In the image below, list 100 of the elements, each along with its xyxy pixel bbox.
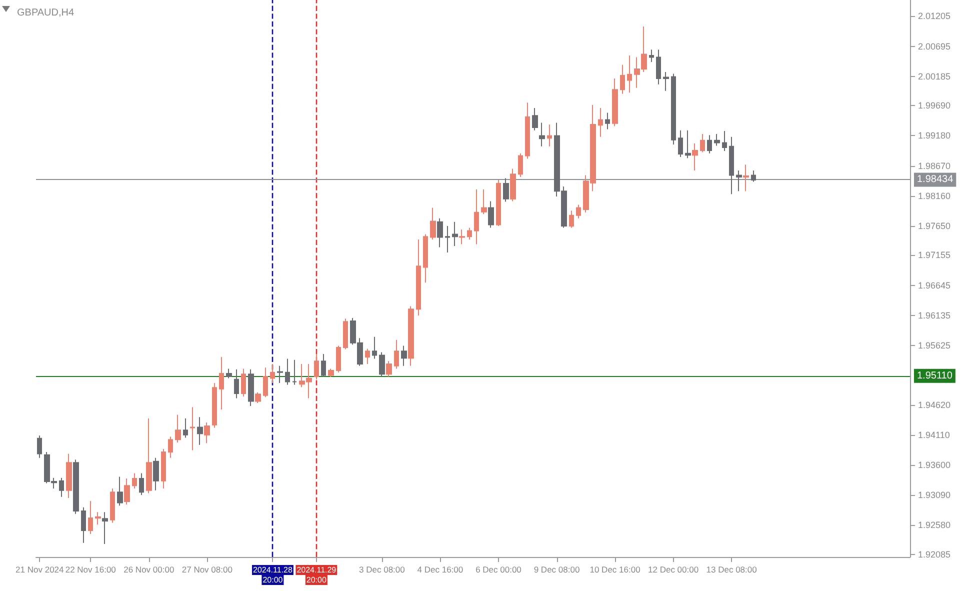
candlestick (401, 345, 407, 366)
ref-line-label: 1.95110 (917, 370, 953, 382)
candlestick (408, 306, 414, 366)
x-tick-label: 2024.11.28 20:00 (252, 566, 293, 584)
candlestick (197, 416, 203, 446)
candlestick (321, 354, 326, 378)
ref-line-label: 1.98434 (917, 174, 954, 186)
candlestick (714, 133, 720, 146)
candlestick (547, 124, 552, 147)
candlestick (386, 360, 392, 377)
candlestick (605, 112, 610, 130)
candlestick (372, 336, 377, 360)
candlestick (627, 54, 632, 94)
candlestick (518, 152, 523, 178)
candlestick (73, 459, 79, 514)
candlestick (314, 354, 319, 380)
candlestick (525, 102, 530, 160)
x-tick-label: 10 Dec 16:00 (590, 564, 641, 574)
candlestick (153, 457, 159, 491)
candlestick (241, 368, 246, 398)
candlestick (430, 207, 436, 240)
candlestick (576, 204, 581, 219)
candlestick (183, 418, 188, 438)
candlestick (37, 434, 42, 458)
candlestick (175, 414, 181, 444)
candlestick (365, 348, 370, 365)
candlestick (277, 365, 283, 384)
candlestick (692, 142, 698, 172)
candlestick (139, 472, 144, 496)
candlestick (219, 356, 224, 410)
candlestick (132, 472, 137, 490)
candlestick (212, 382, 217, 428)
y-tick-label: 1.97650 (918, 220, 951, 231)
x-tick-label: 27 Nov 08:00 (182, 564, 233, 574)
candlestick (612, 78, 618, 127)
candlestick (66, 453, 72, 498)
candlestick (190, 406, 195, 451)
candlestick (751, 170, 756, 182)
candlestick (234, 368, 239, 399)
candlestick (95, 512, 101, 526)
candlestick (620, 64, 625, 94)
x-tick-label: 4 Dec 16:00 (417, 564, 464, 574)
candlestick (598, 107, 603, 138)
x-tick-label: 3 Dec 08:00 (359, 564, 406, 574)
y-tick-label: 1.93600 (918, 460, 951, 470)
candlestick (481, 188, 487, 215)
candlestick (503, 178, 509, 202)
y-tick-label: 1.92580 (918, 520, 951, 530)
y-tick-label: 1.94110 (918, 430, 950, 440)
candlestick (161, 448, 166, 490)
candlestick (736, 170, 742, 192)
candlestick (656, 49, 661, 85)
candlestick (437, 218, 443, 248)
candlestick (539, 122, 545, 147)
candlestick (248, 368, 254, 406)
candlestick (285, 358, 290, 386)
y-tick-label: 1.92085 (918, 549, 951, 560)
candlestick (474, 188, 479, 245)
x-tick-label: 9 Dec 08:00 (534, 564, 580, 574)
y-tick-label: 1.98670 (918, 160, 951, 171)
candlestick (649, 49, 654, 62)
candlestick (663, 71, 669, 92)
candlestick (168, 436, 173, 458)
candlestick (110, 488, 115, 524)
candlestick (88, 500, 93, 534)
x-tick-label: 13 Dec 08:00 (706, 564, 758, 574)
candlestick (292, 359, 297, 386)
text: GBPAUD,H4 (17, 8, 74, 18)
y-tick-label: 1.93090 (918, 490, 951, 500)
candlestick (270, 364, 275, 384)
x-tick-label: 26 Nov 00:00 (124, 564, 174, 574)
candlestick (204, 422, 210, 444)
candlestick (394, 339, 399, 370)
candlestick (416, 239, 421, 316)
y-tick-label: 1.99180 (918, 130, 951, 141)
x-tick-label: 22 Nov 16:00 (65, 564, 116, 574)
y-tick-label: 2.00185 (918, 71, 951, 82)
candlestick (685, 130, 691, 159)
x-tick-label: 21 Nov 2024 (16, 564, 64, 574)
y-tick-label: 1.99690 (918, 100, 951, 111)
candlestick (488, 200, 494, 228)
candlestick (263, 367, 268, 398)
candlestick (707, 134, 712, 154)
candlestick (81, 506, 86, 544)
y-tick-label: 2.01205 (918, 11, 951, 22)
y-tick-label: 2.00695 (918, 41, 951, 52)
candlestick (678, 130, 683, 158)
y-tick-label: 1.94620 (918, 400, 951, 410)
candlestick (423, 234, 428, 284)
candlestick (671, 73, 676, 146)
candlestick (722, 130, 727, 152)
y-tick-label: 1.96135 (918, 310, 951, 320)
candlestick (445, 225, 450, 254)
candlestick (379, 352, 385, 377)
x-tick-label: 6 Dec 00:00 (476, 564, 522, 574)
y-tick-label: 1.95625 (918, 340, 951, 350)
x-tick-label: 12 Dec 00:00 (648, 564, 699, 574)
y-tick-label: 1.96645 (918, 280, 951, 290)
candlestick (102, 512, 108, 545)
candlestick (124, 478, 130, 505)
